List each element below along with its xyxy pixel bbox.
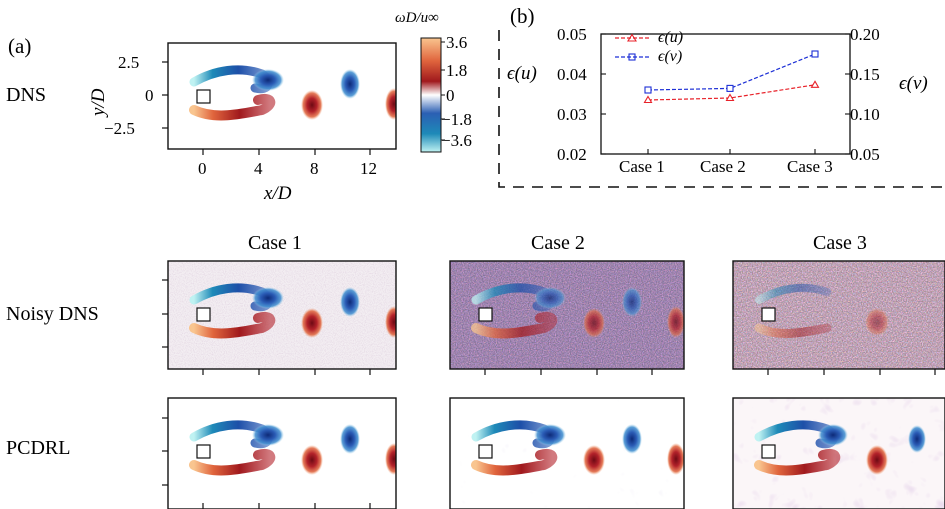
panel-b-xtick-0: Case 1 — [619, 157, 665, 176]
pcdrl-case-1 — [167, 397, 397, 509]
panel-a-ytick-2: −2.5 — [104, 119, 135, 138]
panel-b-ytick-left-0: 0.02 — [557, 145, 587, 164]
panel-a-xtick-3: 12 — [360, 159, 377, 178]
legend-label-v: ϵ(v) — [658, 48, 683, 65]
series-1-point-1 — [726, 84, 734, 92]
panel-a-ytick-0: 2.5 — [118, 53, 140, 72]
panel-a-xlabel: x/D — [264, 183, 292, 204]
panel-b-axes — [600, 33, 851, 155]
series-1-point-2 — [811, 50, 819, 58]
grid-panels — [162, 260, 945, 509]
colorbar-tick-3: −1.8 — [441, 110, 472, 129]
case-title-2: Case 2 — [531, 232, 585, 254]
dns-frame — [167, 42, 397, 150]
panel-b-dashed-frame — [498, 30, 945, 188]
legend-marker-v — [628, 53, 636, 61]
dns-ticks — [162, 61, 371, 155]
panel-a-label: (a) — [8, 34, 32, 58]
panel-a-xtick-0: 0 — [198, 159, 207, 178]
dns-field — [167, 42, 397, 150]
panel-b-label: (b) — [510, 4, 535, 28]
row-label-dns: DNS — [6, 84, 47, 106]
pcdrl-case-2 — [449, 397, 685, 509]
series-0-point-2 — [810, 80, 820, 88]
colorbar-tick-4: −3.6 — [441, 131, 472, 150]
case-title-1: Case 1 — [248, 232, 302, 254]
case-title-3: Case 3 — [813, 232, 867, 254]
colorbar-ticks — [441, 41, 445, 141]
panel-a-ytick-1: 0 — [145, 86, 154, 105]
panel-b-legend — [615, 33, 650, 61]
panel-b-ytick-right-0: 0.05 — [850, 145, 880, 164]
colorbar-title: ωD/u∞ — [395, 10, 439, 26]
colorbar — [420, 37, 442, 153]
panel-a-xtick-2: 8 — [310, 159, 319, 178]
panel-b-series — [643, 50, 820, 104]
panel-b-ytick-right-2: 0.15 — [850, 65, 880, 84]
series-line-0 — [647, 84, 816, 101]
series-0-point-0 — [643, 95, 653, 104]
panel-a-xtick-1: 4 — [254, 159, 263, 178]
panel-b-ytick-right-3: 0.20 — [850, 25, 880, 44]
panel-b-frame — [600, 33, 851, 155]
colorbar-tick-1: 1.8 — [446, 61, 468, 80]
legend-label-u: ϵ(u) — [658, 29, 684, 46]
series-1-point-0 — [644, 86, 652, 94]
noisy-case-1 — [167, 260, 397, 370]
panel-b-xtick-1: Case 2 — [700, 157, 746, 176]
colorbar-tick-0: 3.6 — [446, 33, 468, 52]
panel-b-ylabel-left: ϵ(u) — [507, 63, 537, 84]
noisy-case-3 — [732, 260, 945, 370]
row-label-pcdrl: PCDRL — [6, 437, 71, 459]
panel-b-xtick-2: Case 3 — [787, 157, 833, 176]
pcdrl-case-3 — [732, 397, 945, 509]
panel-b-ytick-left-1: 0.03 — [557, 105, 587, 124]
panel-b-ytick-left-2: 0.04 — [557, 65, 587, 84]
dns-wake — [189, 65, 396, 121]
legend-marker-u — [627, 33, 637, 42]
series-0-point-1 — [725, 93, 735, 102]
noisy-case-2 — [449, 260, 685, 370]
cylinder-obstacle — [196, 89, 211, 104]
series-line-1 — [647, 53, 816, 91]
grid-ticks — [162, 279, 936, 509]
panel-b-ylabel-right: ϵ(v) — [899, 73, 928, 94]
row-label-noisy-dns: Noisy DNS — [6, 303, 99, 325]
panel-b-ytick-left-3: 0.05 — [557, 25, 587, 44]
colorbar-tick-2: 0 — [446, 86, 455, 105]
panel-b-ytick-right-1: 0.10 — [850, 105, 880, 124]
